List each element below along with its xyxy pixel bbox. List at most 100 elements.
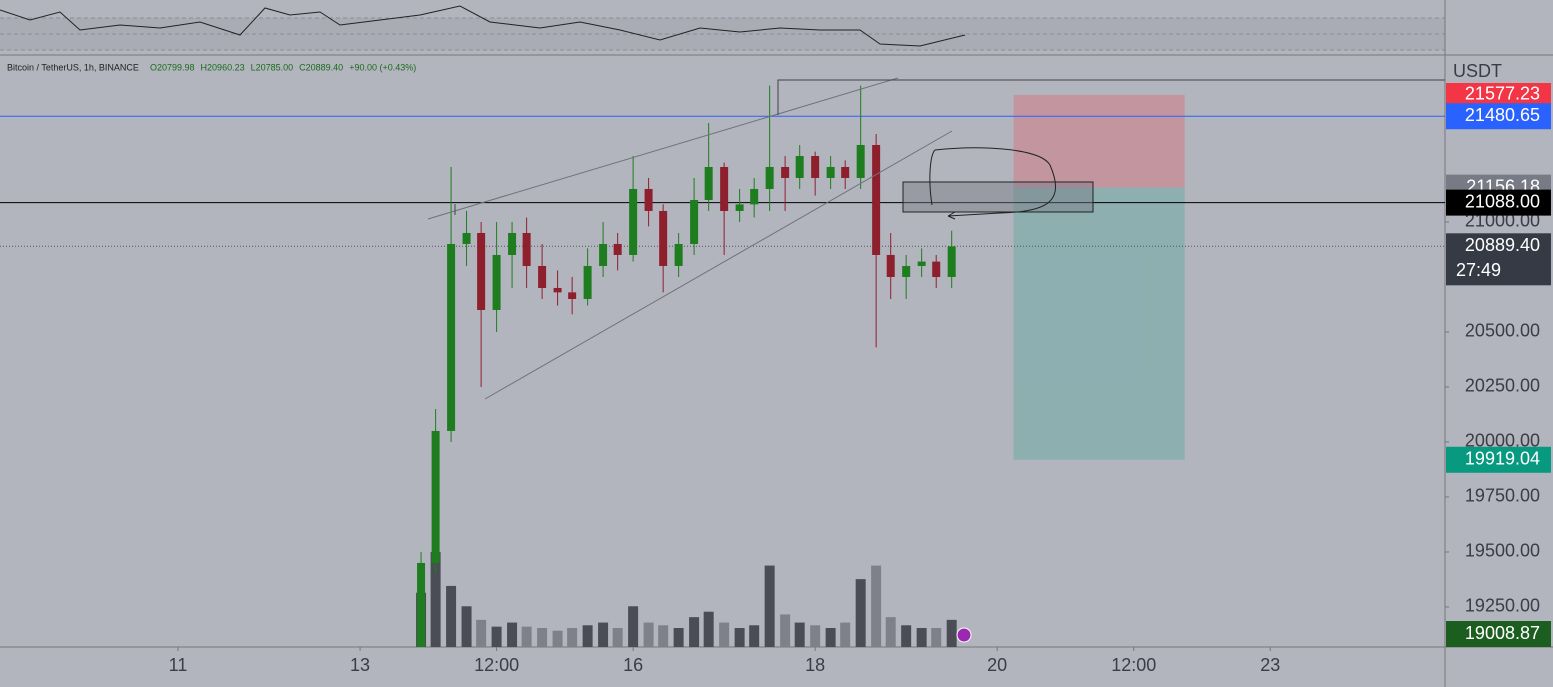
candle-body (690, 199, 699, 244)
volume-bar (658, 625, 669, 647)
trend-line (427, 77, 899, 220)
price-label: 21480.65 (1465, 105, 1540, 125)
price-label-box (1446, 446, 1551, 473)
candle-body (932, 261, 941, 277)
volume-bar (780, 614, 791, 647)
axes: 21000.00 20500.00 20250.00 20000.00 19750.00… (169, 58, 1551, 675)
plot-area (0, 85, 1445, 647)
volume-bar (734, 628, 745, 647)
candle-body (765, 166, 774, 189)
volume-bar (537, 628, 548, 647)
currency-label: USDT (1453, 61, 1502, 81)
candle-body (720, 166, 729, 211)
candle-body (583, 265, 592, 299)
price-label-box (1446, 233, 1551, 286)
x-tick-label: 20 (987, 655, 1007, 675)
ohlc-value: C20889.40 (299, 62, 343, 72)
oscillator-line (0, 5, 966, 47)
volume-bar (885, 617, 896, 647)
x-tick-label: 12:00 (474, 655, 519, 675)
candle-body (613, 243, 622, 255)
candle-body (781, 166, 790, 178)
candle-body (508, 232, 517, 255)
volume-bar (521, 626, 532, 647)
volume-bar (764, 565, 775, 647)
candle-body (553, 287, 562, 293)
candle-body (811, 155, 820, 178)
candle-body (886, 254, 895, 277)
x-tick-label: 23 (1260, 655, 1280, 675)
candle-body (644, 188, 653, 211)
target-zone (1013, 187, 1185, 460)
volume-bar (446, 585, 457, 647)
y-tick-label: 20000.00 (1465, 431, 1540, 451)
price-label: 19919.04 (1465, 449, 1540, 469)
volume-bar (931, 628, 942, 647)
candle-body (492, 254, 501, 310)
candle-body (538, 265, 547, 288)
x-tick-label: 12:00 (1111, 655, 1156, 675)
volume-bar (794, 622, 805, 647)
zone-box (902, 181, 1094, 213)
candle-body (659, 210, 668, 266)
volume-bar (491, 626, 502, 647)
volume-bar (673, 628, 684, 647)
volume-bar (855, 579, 866, 647)
volume-bar (916, 628, 927, 647)
x-tick-label: 18 (805, 655, 825, 675)
volume-bar (476, 619, 487, 647)
candle-body (872, 144, 881, 255)
y-tick-label: 19250.00 (1465, 596, 1540, 616)
event-icon (956, 627, 972, 643)
price-label: 21088.00 (1465, 191, 1540, 211)
x-tick-label: 11 (169, 655, 188, 675)
ohlc-value: L20785.00 (251, 62, 294, 72)
candle-body (599, 243, 608, 266)
price-label: 19008.87 (1465, 623, 1540, 643)
x-tick-label: 13 (350, 655, 370, 675)
x-tick-label: 16 (623, 655, 643, 675)
price-label-box (1446, 621, 1551, 647)
trend-line (484, 130, 953, 400)
candle-body (795, 155, 804, 178)
volume-bar (582, 625, 593, 647)
ohlc-value: +90.00 (+0.43%) (349, 62, 416, 72)
volume-bar (703, 611, 714, 647)
volume-bar (719, 622, 730, 647)
volume-bar (612, 628, 623, 647)
candle-body (826, 166, 835, 178)
candle-body (947, 246, 956, 277)
volume-bar (507, 622, 518, 647)
candle-body (522, 232, 531, 266)
price-label: 20889.40 (1465, 235, 1540, 255)
ohlc-value: O20799.98 (150, 62, 195, 72)
y-tick-label: 20250.00 (1465, 376, 1540, 396)
candle-body (568, 292, 577, 299)
volume-bar (901, 625, 912, 647)
y-tick-label: 19750.00 (1465, 486, 1540, 506)
volume-bar (946, 619, 957, 647)
price-label: 21577.23 (1465, 84, 1540, 104)
drawings (427, 77, 1445, 643)
high-line (777, 79, 1445, 115)
candle-body (750, 188, 759, 205)
y-tick-label: 21000.00 (1465, 211, 1540, 231)
currency-box (1446, 58, 1551, 83)
hand-drawn-arrow (929, 147, 1056, 220)
candle-body (417, 562, 426, 647)
price-label-box (1446, 189, 1551, 216)
volume-bar (749, 625, 760, 647)
symbol-title: Bitcoin / TetherUS, 1h, BINANCE (7, 62, 139, 72)
y-tick-label: 19500.00 (1465, 541, 1540, 561)
volume-bar (689, 617, 700, 647)
y-tick-label: 20500.00 (1465, 321, 1540, 341)
candle-body (431, 430, 440, 563)
volume-bar (628, 606, 639, 647)
candle-body (856, 144, 865, 178)
volume-bar (840, 622, 851, 647)
volume-bar (567, 628, 578, 647)
candle-body (704, 166, 713, 200)
volume-bar (598, 622, 609, 647)
